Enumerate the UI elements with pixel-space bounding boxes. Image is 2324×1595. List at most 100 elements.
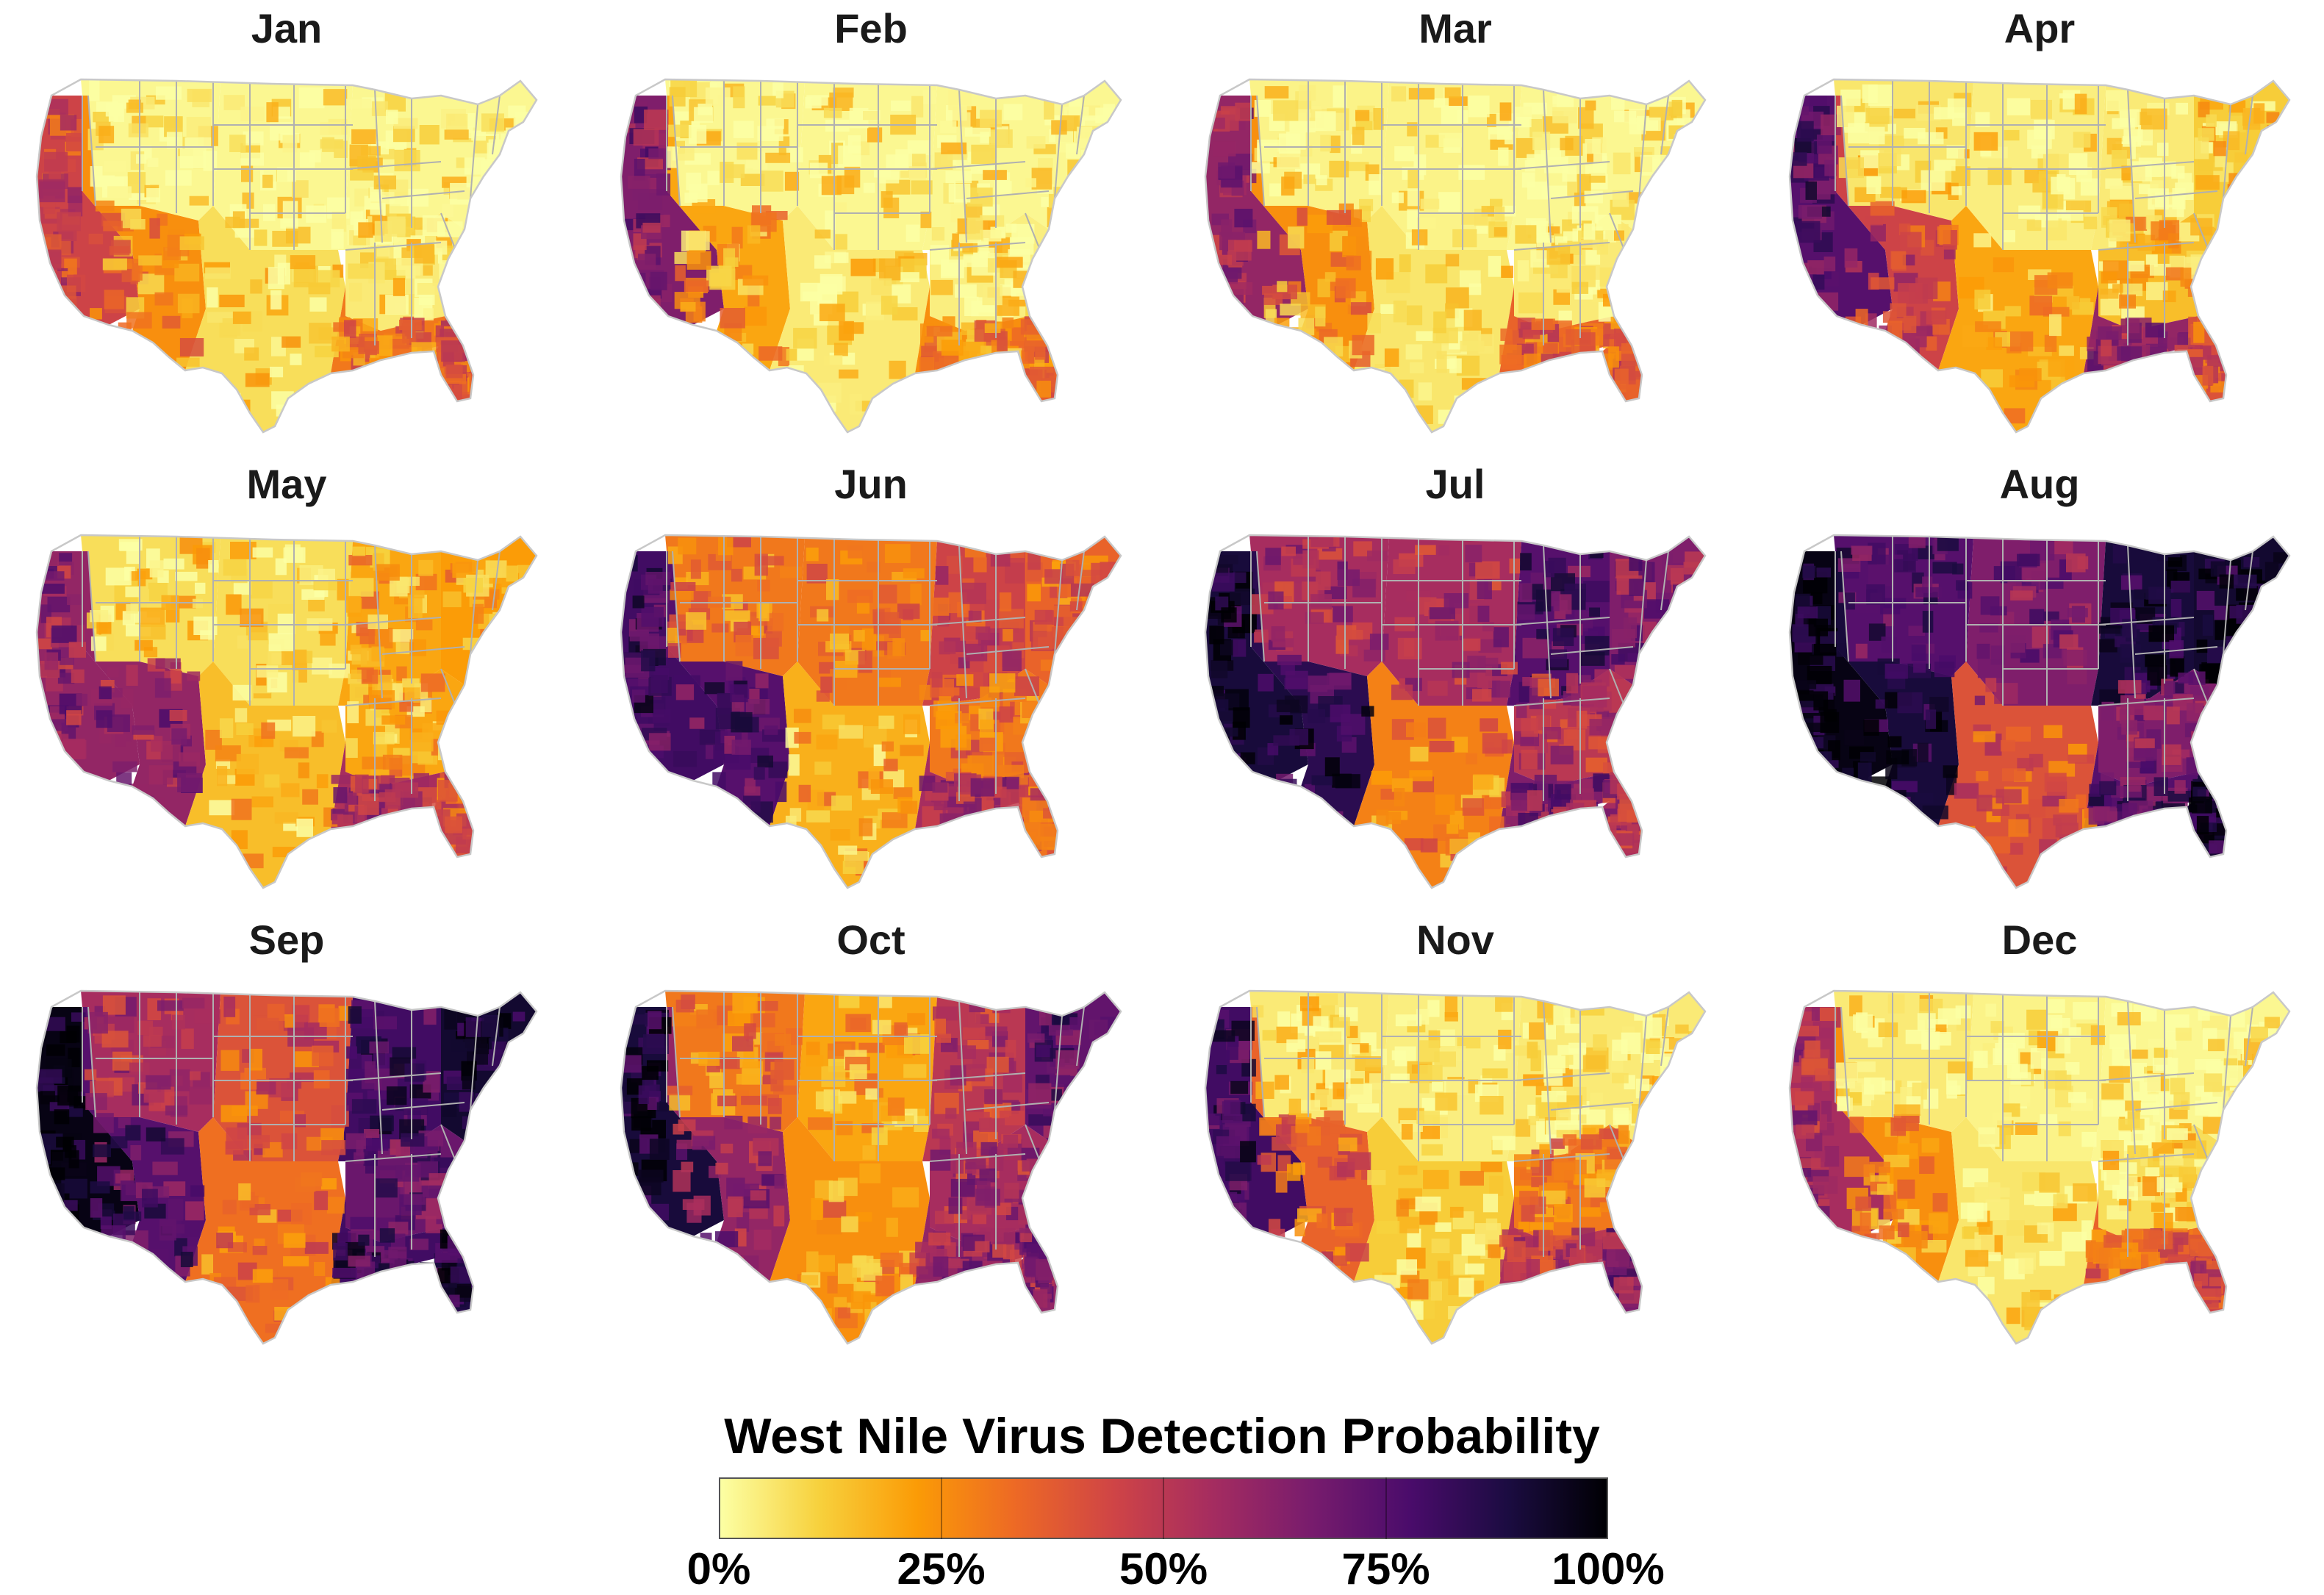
county-cell xyxy=(1405,344,1423,360)
county-cell xyxy=(63,1200,78,1211)
county-cell xyxy=(890,100,911,112)
county-cell xyxy=(2067,668,2087,684)
state-boundary xyxy=(2245,551,2253,611)
county-cell xyxy=(338,1006,351,1021)
county-cell xyxy=(304,1241,329,1254)
county-cell xyxy=(1416,331,1436,341)
county-cell xyxy=(2254,188,2276,204)
county-cell xyxy=(1897,692,1923,714)
county-cell xyxy=(1037,322,1058,333)
county-cell xyxy=(1277,151,1301,169)
county-cell xyxy=(1391,86,1407,102)
county-cell xyxy=(2209,840,2226,854)
county-cell xyxy=(1026,288,1039,305)
county-cell xyxy=(189,196,209,206)
county-cell xyxy=(2074,93,2087,115)
county-cell xyxy=(871,278,892,295)
county-cell xyxy=(1844,248,1858,268)
county-cell xyxy=(935,1211,954,1225)
county-cell xyxy=(714,1231,739,1247)
county-cell xyxy=(2188,356,2203,377)
county-cell xyxy=(1271,626,1285,642)
county-cell xyxy=(1598,301,1614,322)
county-cell xyxy=(423,308,434,320)
county-cell xyxy=(1496,681,1510,698)
county-cell xyxy=(998,815,1022,826)
county-cell xyxy=(373,731,395,745)
county-cell xyxy=(920,211,932,229)
county-cell xyxy=(2048,761,2076,777)
county-cell xyxy=(462,1116,481,1129)
county-cell xyxy=(933,1006,958,1021)
county-cell xyxy=(764,725,778,735)
county-cell xyxy=(670,582,696,591)
county-cell xyxy=(442,204,454,217)
county-cell xyxy=(345,1133,366,1150)
county-cell xyxy=(806,1042,820,1057)
county-cell xyxy=(830,633,849,650)
county-cell xyxy=(390,356,406,370)
county-cell xyxy=(437,221,463,237)
county-cell xyxy=(1205,751,1227,764)
county-cell xyxy=(945,171,972,184)
state-boundary xyxy=(672,1006,681,1118)
county-cell xyxy=(1515,225,1537,244)
county-cell xyxy=(250,279,262,294)
county-cell xyxy=(179,236,204,251)
county-cell xyxy=(71,669,85,684)
county-cell xyxy=(283,1256,309,1266)
county-cell xyxy=(894,1022,908,1038)
county-cell xyxy=(989,673,1016,693)
county-cell xyxy=(786,147,803,162)
county-cell xyxy=(1677,166,1690,184)
county-cell xyxy=(374,221,392,242)
county-cell xyxy=(1036,380,1051,398)
county-cell xyxy=(1002,650,1022,671)
county-cell xyxy=(1077,200,1097,221)
county-cell xyxy=(1025,178,1036,187)
county-cell xyxy=(2101,340,2112,356)
county-cell xyxy=(715,1162,728,1175)
county-cell xyxy=(1070,1086,1097,1107)
county-cell xyxy=(693,301,706,322)
county-cell xyxy=(1951,186,1962,196)
county-cell xyxy=(147,157,159,168)
county-cell xyxy=(2053,814,2077,826)
county-cell xyxy=(920,630,931,642)
county-cell xyxy=(1371,770,1392,785)
county-cell xyxy=(2034,868,2057,880)
county-cell xyxy=(892,307,918,320)
county-cell xyxy=(907,1289,919,1302)
county-cell xyxy=(66,133,82,151)
county-cell xyxy=(1870,201,1895,216)
county-cell xyxy=(362,756,386,770)
county-cell xyxy=(234,708,248,723)
county-cell xyxy=(1559,594,1572,614)
county-cell xyxy=(1686,653,1699,665)
county-cell xyxy=(1855,643,1868,659)
county-cell xyxy=(350,645,362,655)
county-cell xyxy=(977,204,1000,216)
county-cell xyxy=(508,105,526,118)
county-cell xyxy=(1218,295,1230,305)
county-cell xyxy=(1576,710,1588,729)
county-cell xyxy=(1278,793,1298,811)
state-boundary xyxy=(345,1153,442,1162)
county-cell xyxy=(313,1299,327,1316)
county-cell xyxy=(849,1064,867,1080)
county-cell xyxy=(700,1233,712,1252)
county-cell xyxy=(973,557,987,573)
county-cell xyxy=(747,1116,767,1133)
county-cell xyxy=(1516,703,1527,718)
county-cell xyxy=(182,997,205,1009)
county-cell xyxy=(485,560,507,578)
county-cell xyxy=(643,1203,670,1221)
county-cell xyxy=(56,1136,74,1148)
county-cell xyxy=(955,713,969,724)
county-cell xyxy=(965,1158,986,1169)
county-cell xyxy=(1281,546,1296,556)
county-cell xyxy=(1407,209,1420,230)
county-cell xyxy=(979,1168,997,1183)
county-cell xyxy=(1080,182,1105,194)
county-cell xyxy=(1033,1289,1048,1308)
